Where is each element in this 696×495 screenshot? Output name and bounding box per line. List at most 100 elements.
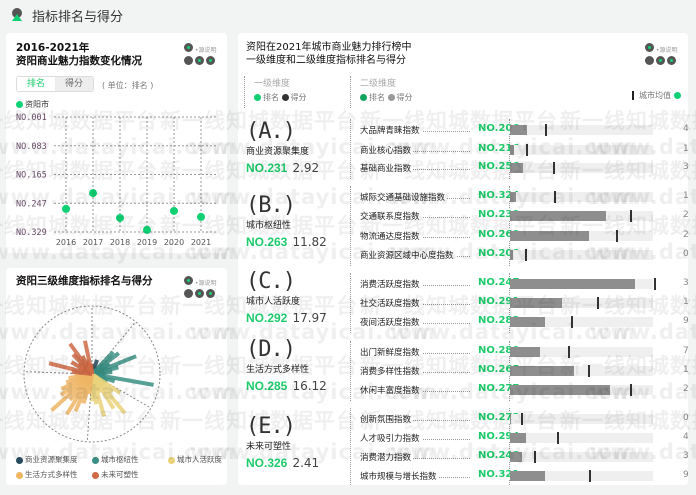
level1-label: 一级维度 [254, 79, 291, 89]
score-bar-track [510, 346, 653, 358]
legend-item[interactable]: 城市枢纽性 [92, 454, 168, 465]
trend-chart: NO.001 NO.083 NO.165 NO.247 NO.329 2016 2017 20… [16, 113, 218, 247]
legend-dot-icon [92, 456, 99, 464]
indicator-row: 商业核心指数 NO.216 1.09 [238, 143, 688, 157]
y-tick-label: NO.083 [16, 142, 47, 152]
polar-legend: 商业资源聚集度 城市枢纽性 城市人活跃度生活方式多样性 未来可塑性 [16, 454, 226, 480]
score-bar-track [510, 316, 653, 328]
view-icon[interactable] [667, 56, 676, 65]
group-letter: (C.) [246, 269, 296, 294]
data-point[interactable] [89, 189, 97, 198]
indicator-score: 4.34 [683, 432, 688, 442]
tab-score[interactable]: 得分 [55, 77, 93, 91]
group-letter: (A.) [246, 119, 296, 144]
group-rank: NO.231 [246, 161, 288, 175]
indicator-row: 人才吸引力指数 NO.294 4.34 [238, 431, 688, 445]
score-bar [510, 250, 513, 260]
group-letter: (D.) [246, 337, 296, 362]
city-average-marker [553, 191, 556, 203]
group-divider [350, 341, 351, 401]
data-point[interactable] [116, 213, 124, 222]
divider [350, 76, 351, 108]
indicator-name: 消费多样性指数 [360, 365, 422, 377]
score-bar-track [510, 230, 653, 242]
legend-dot-icon [16, 471, 23, 479]
indicator-name: 人才吸引力指数 [360, 432, 422, 444]
axis-line [509, 186, 510, 266]
indicator-score: 9.27 [683, 470, 688, 480]
indicator-row: 大品牌青睐指数 NO.206 4.44 [238, 123, 688, 137]
data-point[interactable] [62, 204, 70, 213]
indicator-rank: NO.230 [476, 209, 520, 220]
tab-rank[interactable]: 排名 [17, 77, 55, 91]
polar-chart [23, 305, 161, 443]
level1-group: (D.) 生活方式多样性 NO.285 16.12 [246, 337, 327, 394]
indicator-score: 32.99 [683, 278, 688, 288]
group-rank: NO.326 [246, 456, 288, 470]
share-icon[interactable] [184, 289, 193, 298]
indicator-rank: NO.280 [476, 345, 520, 356]
data-point[interactable] [197, 212, 205, 221]
group-name: 城市人活跃度 [246, 297, 301, 307]
legend-item[interactable]: 商业资源聚集度 [16, 454, 92, 465]
indicator-row: 休闲丰富度指数 NO.277 26.38 [238, 383, 688, 397]
city-average-marker [629, 210, 632, 222]
info-icon[interactable] [184, 276, 193, 285]
download-icon[interactable] [195, 56, 204, 65]
score-bar-track [510, 162, 653, 174]
city-average-marker [629, 384, 632, 396]
info-icon[interactable] [184, 43, 193, 52]
polar-outline [23, 305, 161, 443]
indicator-rank: NO.247 [476, 277, 520, 288]
download-icon[interactable] [656, 56, 665, 65]
score-bar [510, 385, 610, 395]
indicator-name: 消费活跃度指数 [360, 278, 422, 290]
legend-item[interactable]: 未来可塑性 [92, 469, 168, 480]
data-point[interactable] [143, 225, 151, 234]
share-icon[interactable] [645, 56, 654, 65]
indicator-name: 夜间活跃度指数 [360, 316, 422, 328]
info-icon[interactable] [645, 43, 654, 52]
indicator-score: 7.83 [683, 346, 688, 356]
level1-group: (E.) 未来可塑性 NO.326 2.41 [246, 414, 319, 471]
legend-item[interactable]: 城市人活跃度 [168, 454, 224, 465]
indicator-rank: NO.208 [476, 248, 520, 259]
indicator-name: 物流通达度指数 [360, 230, 422, 242]
group-name: 城市枢纽性 [246, 221, 292, 231]
indicator-name: 基础商业指数 [360, 162, 414, 174]
view-icon[interactable] [206, 289, 215, 298]
city-average-marker [587, 365, 590, 377]
score-bar [510, 211, 606, 221]
score-bar [510, 163, 524, 173]
indicator-rank: NO.272 [476, 412, 520, 423]
view-icon[interactable] [206, 56, 215, 65]
indicator-score: 0.16 [683, 413, 688, 423]
legend-dot-icon [16, 456, 23, 464]
x-tick-label: 2021 [191, 238, 211, 247]
share-icon[interactable] [184, 56, 193, 65]
city-average-marker [520, 413, 523, 425]
download-icon[interactable] [195, 289, 204, 298]
indicator-row: 城际交通基础设施指数 NO.324 1.59 [238, 190, 688, 204]
group-name: 生活方式多样性 [246, 365, 310, 375]
indicator-name: 社交活跃度指数 [360, 297, 422, 309]
panel-tools: •源说明 [643, 43, 677, 67]
sector-divider [91, 373, 152, 409]
indicator-row: 城市规模与增长指数 NO.321 9.27 [238, 469, 688, 483]
unit-label: ( 单位：排名 ) [102, 81, 154, 90]
indicator-rank: NO.248 [476, 450, 520, 461]
indicator-icon [12, 8, 22, 21]
score-bar [510, 471, 546, 481]
data-point[interactable] [170, 206, 178, 215]
polar-bar[interactable] [89, 363, 94, 375]
indicator-score: 1.59 [683, 191, 688, 201]
score-bar [510, 125, 527, 135]
city-average-marker [615, 230, 618, 242]
group-divider [350, 186, 351, 266]
group-score: 17.97 [292, 311, 327, 325]
legend-item[interactable]: 生活方式多样性 [16, 469, 92, 480]
city-average-marker [570, 316, 573, 328]
check-icon [673, 92, 681, 99]
score-bar-track [510, 384, 653, 396]
indicator-score: 26.38 [683, 384, 688, 394]
